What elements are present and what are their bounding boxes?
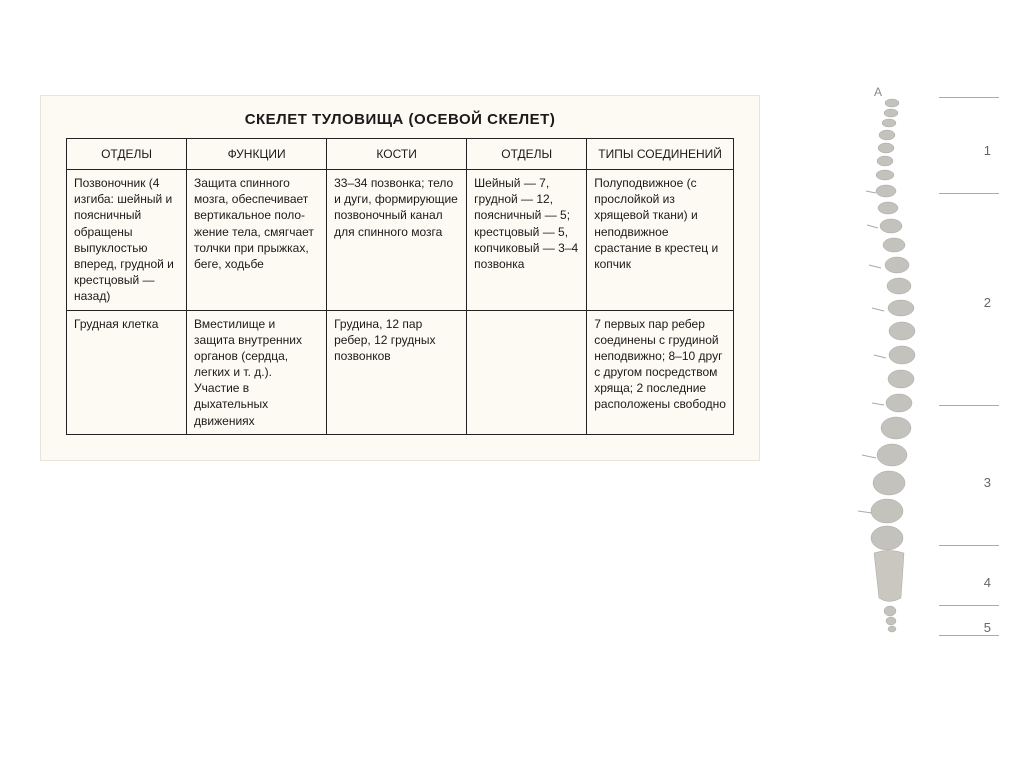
table-title: СКЕЛЕТ ТУЛОВИЩА (ОСЕВОЙ СКЕЛЕТ) xyxy=(66,111,734,128)
cell-chest-function: Вместилище и защита внут­ренних органов … xyxy=(187,310,327,434)
cell-chest-section: Грудная клетка xyxy=(67,310,187,434)
cell-spine-bones: 33–34 позвонка; тело и дуги, формирующие… xyxy=(327,170,467,311)
region-mark xyxy=(939,193,999,194)
region-label-1: 1 xyxy=(984,143,991,158)
table-row: Позвоночник (4 изгиба: шейный и пояс­нич… xyxy=(67,170,734,311)
table-panel: СКЕЛЕТ ТУЛОВИЩА (ОСЕВОЙ СКЕЛЕТ) ОТДЕЛЫ Ф… xyxy=(40,95,760,461)
region-mark xyxy=(939,605,999,606)
col-header-sections: ОТДЕЛЫ xyxy=(67,139,187,170)
col-header-joints: ТИПЫ СОЕДИНЕНИЙ xyxy=(587,139,734,170)
cell-spine-joints: Полуподвижное (с прослойкой из хрящевой … xyxy=(587,170,734,311)
region-mark xyxy=(939,97,999,98)
region-label-5: 5 xyxy=(984,620,991,635)
cell-spine-subsections: Шейный — 7, грудной — 12, поясничный — 5… xyxy=(467,170,587,311)
skeleton-table: ОТДЕЛЫ ФУНКЦИИ КОСТИ ОТДЕЛЫ ТИПЫ СОЕДИНЕ… xyxy=(66,138,734,435)
cell-spine-function: Защита спин­ного мозга, обе­спечивает ве… xyxy=(187,170,327,311)
region-mark xyxy=(939,405,999,406)
cell-chest-subsections xyxy=(467,310,587,434)
region-label-2: 2 xyxy=(984,295,991,310)
region-label-4: 4 xyxy=(984,575,991,590)
col-header-sections2: ОТДЕЛЫ xyxy=(467,139,587,170)
spine-illustration xyxy=(854,93,929,643)
region-mark xyxy=(939,545,999,546)
spine-diagram: А xyxy=(819,85,999,655)
region-mark xyxy=(939,635,999,636)
col-header-bones: КОСТИ xyxy=(327,139,467,170)
table-row: Грудная клетка Вместилище и защита внут­… xyxy=(67,310,734,434)
cell-spine-section: Позвоночник (4 изгиба: шейный и пояс­нич… xyxy=(67,170,187,311)
cell-chest-joints: 7 первых пар ребер соедине­ны с грудиной… xyxy=(587,310,734,434)
region-label-3: 3 xyxy=(984,475,991,490)
table-header-row: ОТДЕЛЫ ФУНКЦИИ КОСТИ ОТДЕЛЫ ТИПЫ СОЕДИНЕ… xyxy=(67,139,734,170)
cell-chest-bones: Грудина, 12 пар ребер, 12 груд­ных позво… xyxy=(327,310,467,434)
col-header-functions: ФУНКЦИИ xyxy=(187,139,327,170)
